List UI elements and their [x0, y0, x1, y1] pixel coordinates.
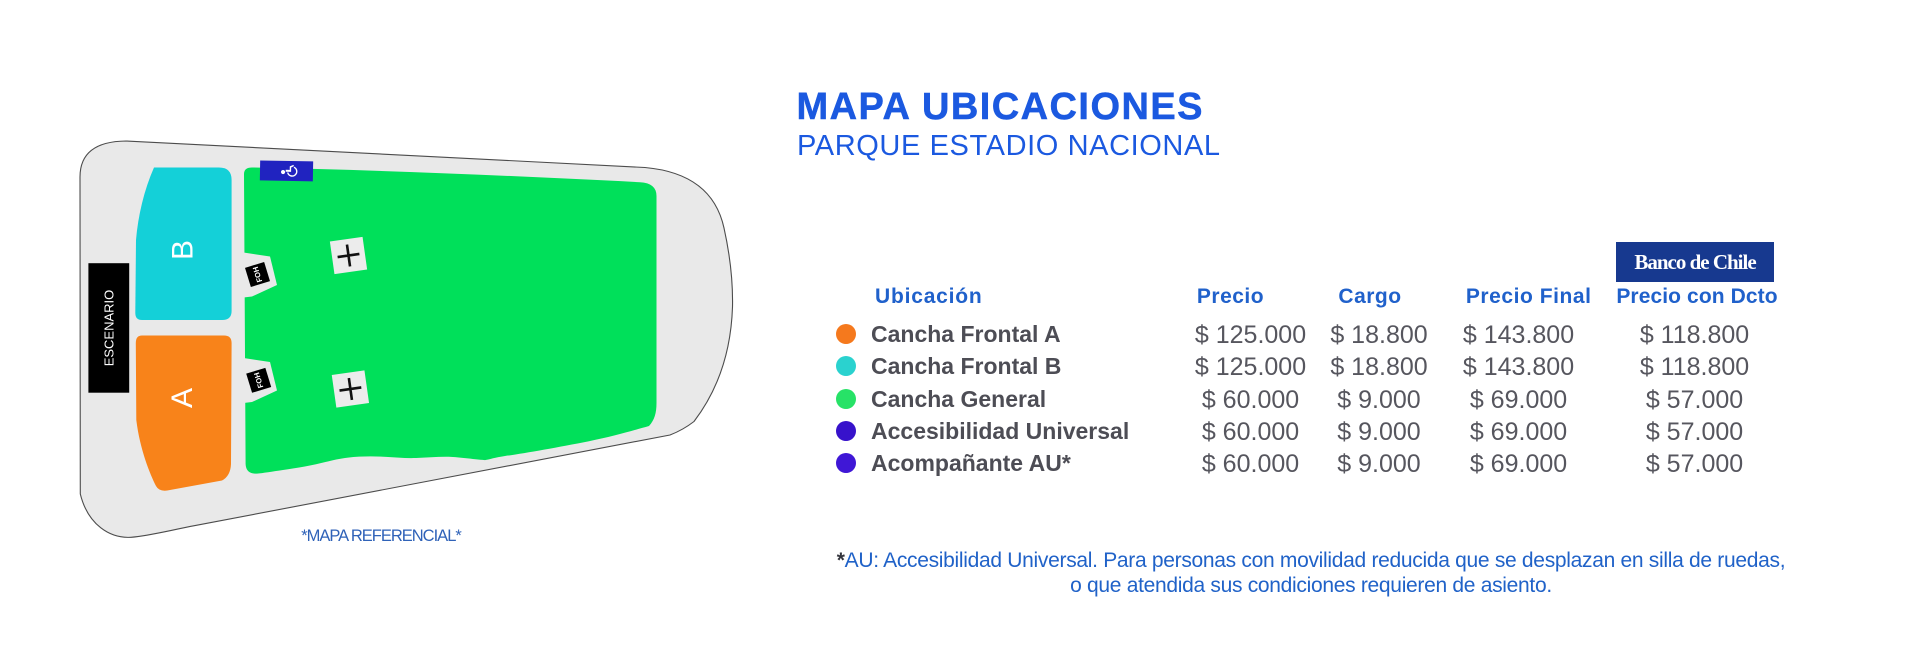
svg-text:B: B	[167, 240, 200, 260]
svg-text:ESCENARIO: ESCENARIO	[101, 290, 116, 367]
svg-text:A: A	[166, 388, 199, 408]
svg-text:FOH: FOH	[252, 371, 265, 389]
svg-text:FOH: FOH	[251, 266, 264, 284]
